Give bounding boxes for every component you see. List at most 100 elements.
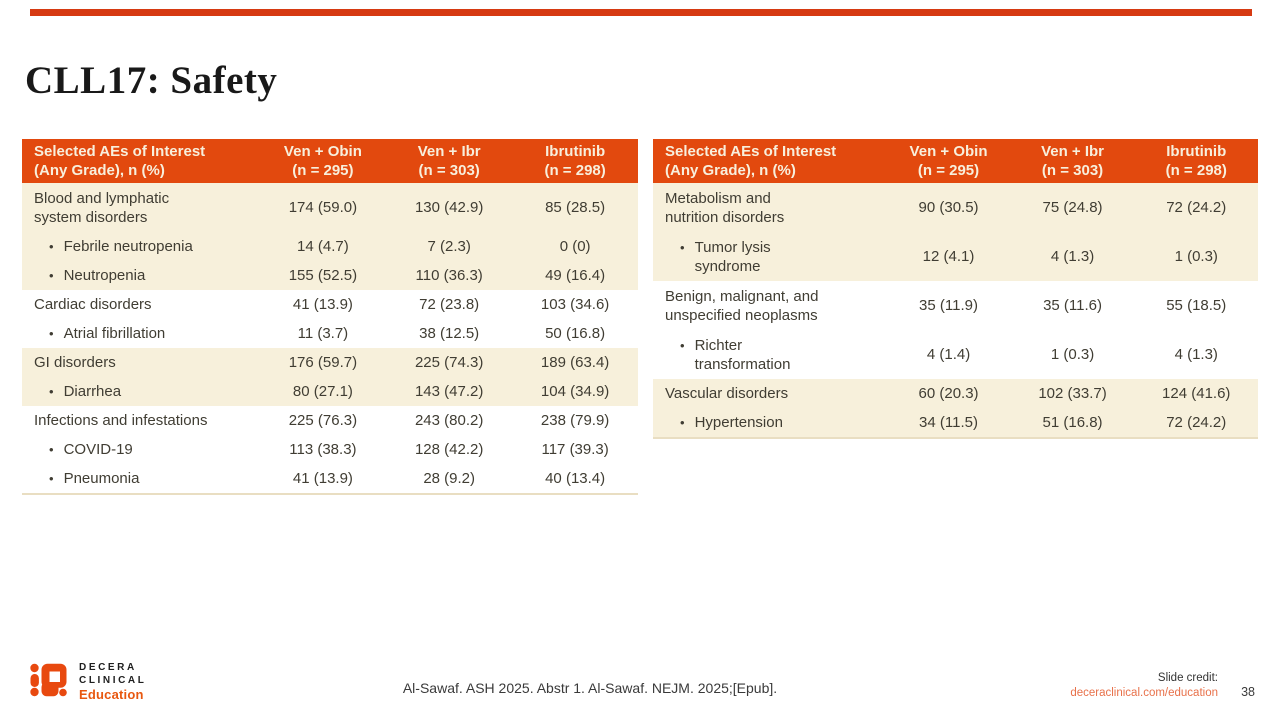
ae-label: Blood and lymphatic system disorders [22, 186, 260, 230]
value-cell: 113 (38.3) [289, 441, 357, 458]
table-header-row: Selected AEs of Interest (Any Grade), n … [22, 139, 638, 183]
value-cell: 103 (34.6) [540, 296, 610, 313]
value-cell: 80 (27.1) [292, 383, 353, 400]
table-row: Cardiac disorders 41 (13.9) 72 (23.8) 103 (… [22, 290, 638, 319]
bullet-icon: • [49, 442, 54, 457]
decera-logo-text: DECERA CLINICAL Education [79, 660, 146, 703]
ae-label: • Atrial fibrillation [22, 321, 260, 346]
table-row: Metabolism and nutrition disorders 90 (30… [653, 183, 1258, 232]
decera-logo-icon [30, 663, 67, 697]
value-cell: 35 (11.9) [919, 297, 978, 314]
value-cell: 41 (13.9) [292, 470, 353, 487]
table-header-row: Selected AEs of Interest (Any Grade), n … [653, 139, 1258, 183]
value-cell: 34 (11.5) [919, 414, 978, 431]
value-cell: 51 (16.8) [1042, 414, 1103, 431]
value-cell: 1 (0.3) [1174, 248, 1218, 265]
ae-label-text: Neutropenia [63, 267, 146, 284]
table-row: • Pneumonia 41 (13.9) 28 (9.2) 40 (13.4) [22, 464, 638, 493]
page-title: CLL17: Safety [25, 59, 278, 102]
value-cell: 41 (13.9) [292, 296, 353, 313]
ae-label-text: Benign, malignant, and unspecified neopl… [665, 287, 819, 324]
value-cell: 174 (59.0) [288, 199, 358, 216]
table-row: • Tumor lysis syndrome 12 (4.1) 4 (1.3) 1 (0… [653, 232, 1258, 281]
value-cell: 72 (23.8) [419, 296, 480, 313]
value-cell: 117 (39.3) [541, 441, 609, 458]
value-cell: 155 (52.5) [288, 267, 358, 284]
ae-label: • COVID-19 [22, 437, 260, 462]
value-cell: 110 (36.3) [415, 267, 483, 284]
ae-label-text: Pneumonia [63, 470, 140, 487]
column-header: Ven + Ibr (n = 303) [1041, 143, 1105, 179]
citation: Al-Sawaf. ASH 2025. Abstr 1. Al-Sawaf. N… [402, 680, 778, 696]
value-cell: 35 (11.6) [1043, 297, 1102, 314]
logo-text-decera: DECERA [79, 662, 137, 673]
value-cell: 4 (1.3) [1050, 248, 1095, 265]
value-cell: 130 (42.9) [414, 199, 484, 216]
value-cell: 176 (59.7) [288, 354, 358, 371]
value-cell: 75 (24.8) [1042, 199, 1103, 216]
table-row: Benign, malignant, and unspecified neopl… [653, 281, 1258, 330]
value-cell: 40 (13.4) [545, 470, 606, 487]
bullet-icon: • [49, 239, 54, 254]
column-header: Ven + Obin (n = 295) [283, 143, 362, 179]
ae-table-left: Selected AEs of Interest (Any Grade), n … [22, 139, 638, 495]
column-header: Ven + Obin (n = 295) [909, 143, 988, 179]
ae-label-text: Atrial fibrillation [63, 325, 166, 342]
ae-label-text: Febrile neutropenia [63, 238, 193, 255]
bullet-icon: • [49, 384, 54, 399]
ae-label: GI disorders [22, 350, 260, 375]
table-row: • Hypertension 34 (11.5) 51 (16.8) 72 (24.2) [653, 408, 1258, 437]
value-cell: 102 (33.7) [1038, 385, 1107, 402]
ae-label: • Richter transformation [653, 333, 887, 377]
table-row: • Richter transformation 4 (1.4) 1 (0.3) 4 (… [653, 330, 1258, 379]
value-cell: 14 (4.7) [297, 238, 349, 255]
ae-label: • Hypertension [653, 410, 887, 435]
value-cell: 238 (79.9) [540, 412, 610, 429]
table-row: Infections and infestations 225 (76.3) 243… [22, 406, 638, 435]
ae-label: • Pneumonia [22, 466, 260, 491]
value-cell: 38 (12.5) [419, 325, 480, 342]
table-row: • Neutropenia 155 (52.5) 110 (36.3) 49 (16.4… [22, 261, 638, 290]
ae-label: • Diarrhea [22, 379, 260, 404]
slide-credit-link[interactable]: deceraclinical.com/education [1070, 686, 1218, 699]
ae-label: Vascular disorders [653, 381, 887, 406]
value-cell: 4 (1.4) [926, 346, 971, 363]
ae-label-text: Richter transformation [694, 336, 791, 373]
decera-logo: DECERA CLINICAL Education [30, 660, 146, 703]
value-cell: 128 (42.2) [414, 441, 484, 458]
bullet-icon: • [680, 337, 685, 353]
ae-label: Metabolism and nutrition disorders [653, 186, 887, 230]
ae-label-text: COVID-19 [63, 441, 133, 458]
value-cell: 243 (80.2) [414, 412, 484, 429]
table-row: • Febrile neutropenia 14 (4.7) 7 (2.3) 0 (0) [22, 232, 638, 261]
ae-label-text: Vascular disorders [665, 385, 789, 402]
value-cell: 28 (9.2) [423, 470, 476, 487]
top-accent-bar [30, 9, 1252, 16]
value-cell: 55 (18.5) [1166, 297, 1227, 314]
value-cell: 60 (20.3) [918, 385, 979, 402]
value-cell: 104 (34.9) [540, 383, 610, 400]
bullet-icon: • [680, 415, 685, 430]
value-cell: 0 (0) [559, 238, 591, 255]
ae-table-right: Selected AEs of Interest (Any Grade), n … [653, 139, 1258, 439]
ae-label: • Neutropenia [22, 263, 260, 288]
bullet-icon: • [49, 471, 54, 486]
table-row: • COVID-19 113 (38.3) 128 (42.2) 117 (39.3) [22, 435, 638, 464]
value-cell: 124 (41.6) [1162, 385, 1231, 402]
ae-label-text: GI disorders [34, 354, 116, 371]
page-number: 38 [1241, 685, 1255, 699]
value-cell: 72 (24.2) [1166, 414, 1227, 431]
value-cell: 49 (16.4) [545, 267, 606, 284]
column-header: Selected AEs of Interest (Any Grade), n … [665, 143, 837, 179]
ae-label: Cardiac disorders [22, 292, 260, 317]
value-cell: 90 (30.5) [918, 199, 979, 216]
value-cell: 1 (0.3) [1050, 346, 1095, 363]
ae-label-text: Blood and lymphatic system disorders [34, 189, 170, 226]
logo-text-education: Education [79, 687, 144, 702]
bullet-icon: • [680, 239, 685, 255]
table-row: Vascular disorders 60 (20.3) 102 (33.7) 124… [653, 379, 1258, 408]
column-header: Ven + Ibr (n = 303) [417, 143, 481, 179]
ae-label: • Febrile neutropenia [22, 234, 260, 259]
ae-label-text: Diarrhea [63, 383, 122, 400]
value-cell: 143 (47.2) [414, 383, 484, 400]
